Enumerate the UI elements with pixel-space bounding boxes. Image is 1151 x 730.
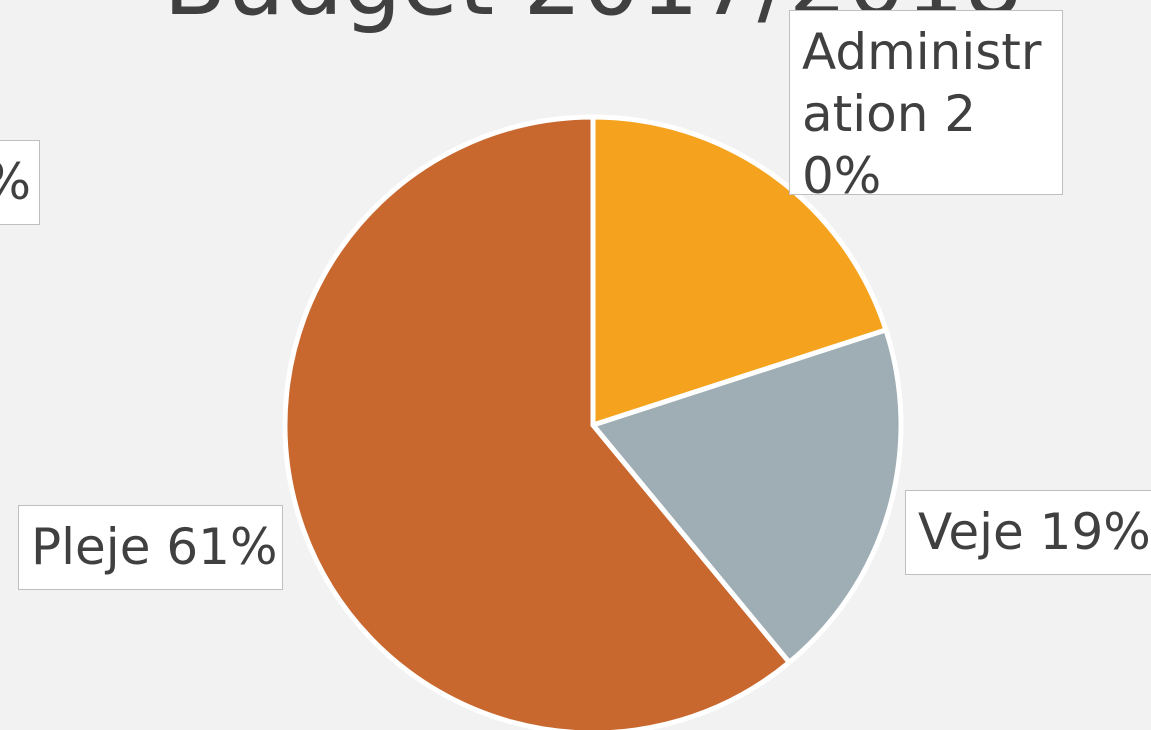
annotation: % bbox=[0, 140, 40, 225]
data-label: Veje 19% bbox=[905, 490, 1151, 575]
data-label: Administration 20% bbox=[789, 10, 1063, 205]
pie-slice bbox=[590, 327, 904, 665]
pie-slice bbox=[282, 114, 792, 730]
pie-slice bbox=[590, 114, 889, 428]
data-label: Pleje 61% bbox=[18, 505, 283, 590]
